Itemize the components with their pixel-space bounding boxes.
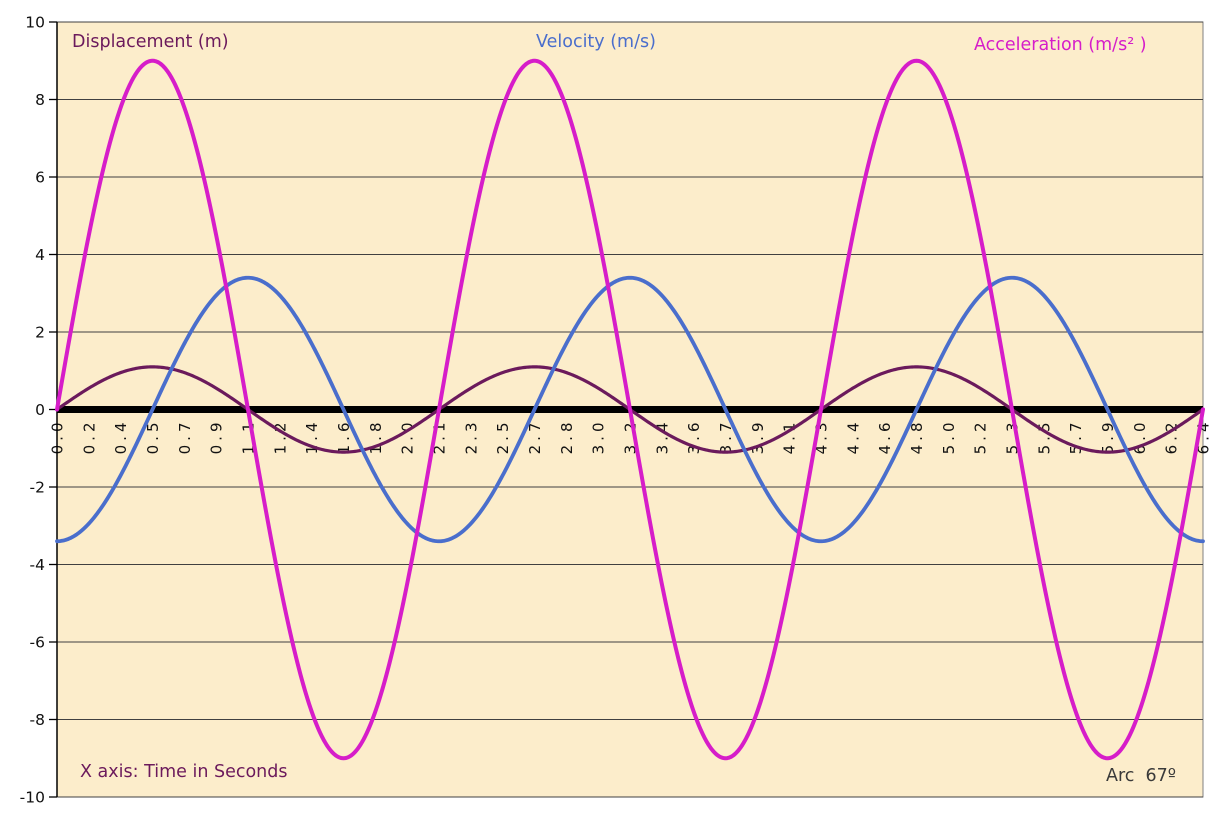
x-tick-label: 0.4 xyxy=(112,419,130,455)
series-velocity-line xyxy=(55,275,1205,544)
x-tick-label: 2.8 xyxy=(558,419,576,455)
y-tick-label: -4 xyxy=(30,556,45,574)
x-tick-label: 4.4 xyxy=(844,419,862,455)
y-tick-label: 8 xyxy=(35,91,45,109)
x-tick-label: 2.7 xyxy=(526,419,544,455)
y-tick-label: 6 xyxy=(35,169,45,187)
y-tick-label: -6 xyxy=(30,634,45,652)
series-acceleration-line xyxy=(55,58,1205,761)
x-tick-label: 0.5 xyxy=(144,419,162,455)
arc-annotation: Arc 67º xyxy=(1106,766,1177,786)
x-axis-note: X axis: Time in Seconds xyxy=(80,762,288,782)
legend-displacement: Displacement (m) xyxy=(72,32,229,52)
x-tick-label: 0.2 xyxy=(80,419,98,455)
x-tick-label: 2.0 xyxy=(399,419,417,455)
x-tick-label: 0.9 xyxy=(208,419,226,455)
y-tick-label: 4 xyxy=(35,246,45,264)
x-tick-label: 2.3 xyxy=(462,419,480,455)
y-tick-label: -10 xyxy=(20,789,45,807)
x-tick-label: 5.2 xyxy=(972,419,990,455)
legend-acceleration: Acceleration (m/s² ) xyxy=(974,35,1147,55)
x-tick-label: 6.2 xyxy=(1163,419,1181,455)
x-tick-label: 2.5 xyxy=(494,419,512,455)
y-tick-label: -8 xyxy=(30,711,45,729)
legend-velocity: Velocity (m/s) xyxy=(536,32,656,52)
x-tick-label: 4.1 xyxy=(781,419,799,455)
x-tick-label: 3.7 xyxy=(717,419,735,455)
x-tick-label: 0.7 xyxy=(176,419,194,455)
x-tick-label: 4.8 xyxy=(908,419,926,455)
y-tick-label: 0 xyxy=(35,401,45,419)
x-tick-label: 3.0 xyxy=(590,419,608,455)
y-tick-label: -2 xyxy=(30,479,45,497)
x-tick-label: 4.6 xyxy=(876,419,894,455)
y-tick-label: 10 xyxy=(25,14,45,32)
x-tick-label: 5.9 xyxy=(1099,419,1117,455)
x-tick-label: 5.0 xyxy=(940,419,958,455)
y-tick-label: 2 xyxy=(35,324,45,342)
x-tick-label: 1.6 xyxy=(335,419,353,455)
